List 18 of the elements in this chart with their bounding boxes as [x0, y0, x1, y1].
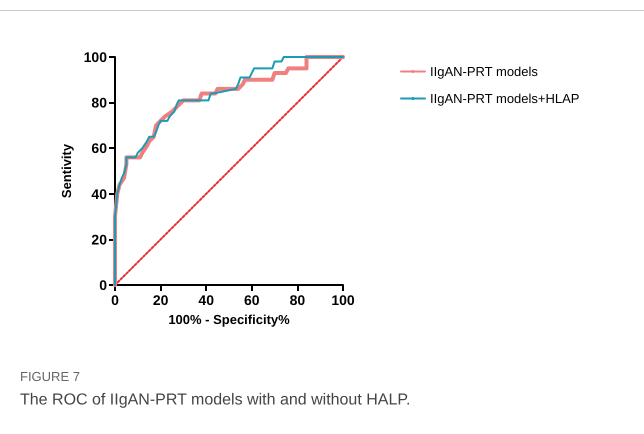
y-tick-label: 40 — [91, 186, 108, 202]
y-tick-label: 0 — [99, 277, 108, 293]
legend-label: IIgAN-PRT models — [430, 64, 538, 79]
legend-label: IIgAN-PRT models+HLAP — [430, 91, 580, 106]
x-tick-label: 0 — [111, 292, 120, 308]
x-tick-label: 20 — [152, 292, 169, 308]
x-axis-title: 100% - Specificity% — [168, 312, 290, 327]
y-tick-label: 60 — [91, 140, 108, 156]
x-tick-label: 40 — [198, 292, 214, 308]
y-axis-title: Sentivity — [59, 143, 74, 198]
y-tick-label: 100 — [84, 49, 108, 65]
x-tick-label: 100 — [331, 292, 355, 308]
caption: FIGURE 7 — [20, 369, 80, 384]
y-tick-label: 20 — [91, 231, 108, 248]
x-tick-label: 80 — [290, 292, 306, 308]
x-tick-label: 60 — [244, 292, 260, 308]
y-tick-label: 80 — [91, 94, 108, 111]
text: The ROC of IIgAN-PRT models with and without HALP. — [20, 392, 410, 408]
